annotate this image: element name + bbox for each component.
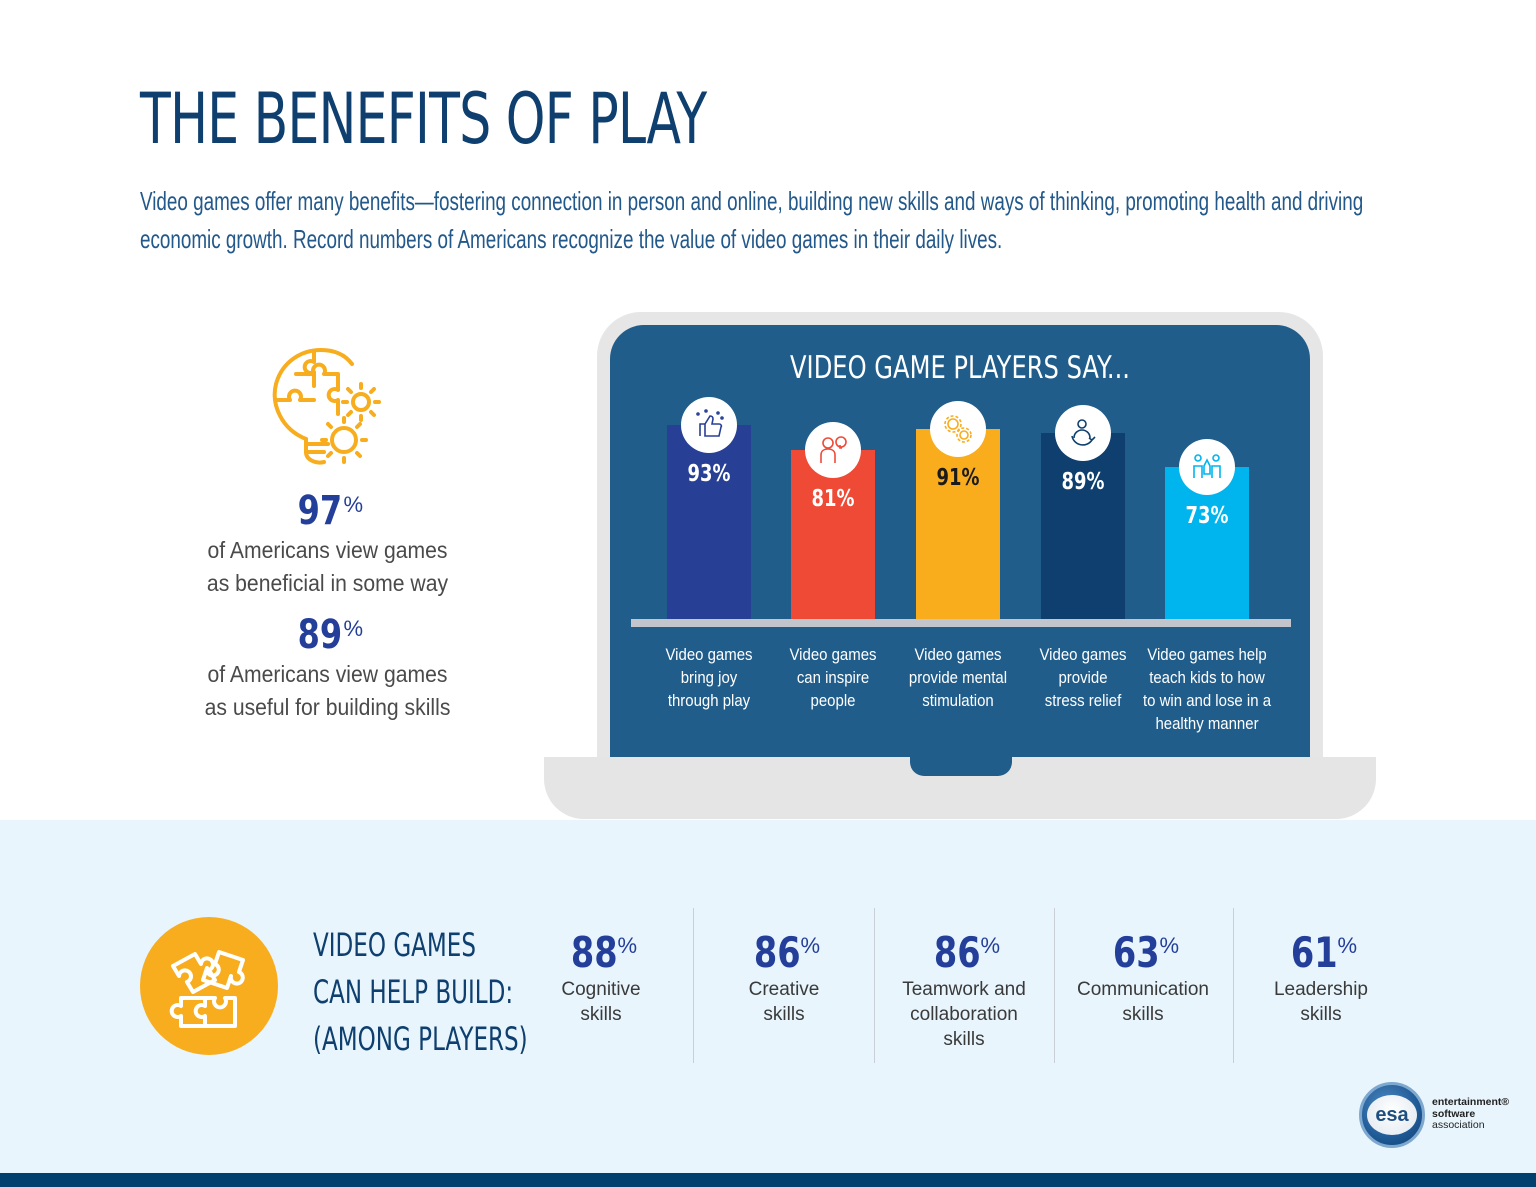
bar-stress-relief: 89%	[1041, 433, 1125, 619]
laptop-notch	[910, 757, 1012, 776]
skill-label-line: skills	[1122, 1004, 1164, 1025]
label-line: teach kids to how	[1149, 668, 1265, 687]
chart-baseline	[631, 619, 1291, 627]
bar-value: 81%	[811, 486, 855, 512]
chart-title: VIDEO GAME PLAYERS SAY...	[790, 350, 1130, 386]
skill-value: 61	[1290, 928, 1338, 977]
bar-label-stimulation: Video games provide mental stimulation	[896, 643, 1019, 712]
esa-wordmark: entertainment® software association	[1432, 1096, 1510, 1132]
skill-value: 86	[753, 928, 801, 977]
thumbs-up-icon	[681, 397, 737, 453]
skill-communication: 63% Communication skills	[1058, 928, 1228, 1027]
footer-bar	[0, 1173, 1536, 1187]
stat-desc-line2: as beneficial in some way	[206, 570, 449, 596]
skill-unit: %	[1337, 933, 1357, 958]
label-line: healthy manner	[1155, 714, 1259, 733]
skill-label-line: skills	[580, 1004, 622, 1025]
skill-label-line: skills	[943, 1029, 985, 1050]
logo-mark: esa	[1367, 1095, 1417, 1135]
page-title: THE BENEFITS OF PLAY	[140, 78, 707, 160]
stat-value: 97	[297, 488, 342, 534]
divider	[874, 908, 875, 1063]
gears-icon	[930, 401, 986, 457]
label-line: Video games	[665, 645, 753, 664]
label-line: Video games help	[1147, 645, 1267, 664]
bar-value: 91%	[936, 465, 980, 491]
stat-value: 89	[297, 612, 342, 658]
stat-desc-line1: of Americans view games	[207, 661, 448, 687]
skill-label-line: Communication	[1077, 979, 1209, 1000]
label-line: provide	[1058, 668, 1108, 687]
stat-skills: 89% of Americans view games as useful fo…	[180, 612, 475, 724]
skill-leadership: 61% Leadership skills	[1236, 928, 1406, 1027]
lightbulb-puzzle-gears-icon	[266, 344, 381, 466]
logo-line: software	[1432, 1107, 1476, 1120]
skills-heading: VIDEO GAMES CAN HELP BUILD: (AMONG PLAYE…	[313, 922, 528, 1063]
label-line: Video games	[914, 645, 1002, 664]
label-line: bring joy	[680, 668, 738, 687]
skill-value: 86	[933, 928, 981, 977]
skill-value: 88	[570, 928, 618, 977]
divider	[1054, 908, 1055, 1063]
divider	[1233, 908, 1234, 1063]
bar-stimulation: 91%	[916, 429, 1000, 619]
bar-label-win-lose: Video games help teach kids to how to wi…	[1141, 643, 1273, 735]
label-line: people	[810, 691, 856, 710]
skill-unit: %	[980, 933, 1000, 958]
puzzle-pieces-icon	[140, 917, 278, 1055]
skill-label-line: Leadership	[1273, 979, 1369, 1000]
person-idea-icon	[805, 422, 861, 478]
bar-value: 73%	[1185, 503, 1229, 529]
person-relief-icon	[1055, 405, 1111, 461]
bar-inspire: 81%	[791, 450, 875, 619]
logo-line: association	[1432, 1119, 1485, 1131]
label-line: can inspire	[796, 668, 870, 687]
skill-creative: 86% Creative skills	[699, 928, 869, 1027]
bar-value: 93%	[687, 461, 731, 487]
heading-line: VIDEO GAMES	[313, 926, 476, 964]
logo-line: entertainment®	[1432, 1096, 1510, 1108]
skill-label-line: skills	[763, 1004, 805, 1025]
page-subtitle: Video games offer many benefits—fosterin…	[140, 186, 1364, 254]
skill-unit: %	[800, 933, 820, 958]
skill-unit: %	[1159, 933, 1179, 958]
label-line: through play	[667, 691, 751, 710]
skill-label-line: skills	[1300, 1004, 1342, 1025]
stat-unit: %	[343, 492, 364, 517]
esa-logo-icon: esa	[1359, 1082, 1425, 1148]
skill-cognitive: 88% Cognitive skills	[516, 928, 686, 1027]
divider	[693, 908, 694, 1063]
stat-beneficial: 97% of Americans view games as beneficia…	[180, 488, 475, 600]
bar-value: 89%	[1061, 469, 1105, 495]
stat-desc-line1: of Americans view games	[207, 537, 448, 563]
skill-value: 63	[1112, 928, 1160, 977]
skill-label-line: Teamwork and	[902, 979, 1026, 1000]
skill-label-line: Creative	[748, 979, 820, 1000]
skill-label-line: Cognitive	[561, 979, 641, 1000]
label-line: Video games	[1039, 645, 1127, 664]
label-line: Video games	[789, 645, 877, 664]
label-line: to win and lose in a	[1142, 691, 1272, 710]
heading-line: CAN HELP BUILD:	[313, 973, 514, 1011]
bar-label-inspire: Video games can inspire people	[771, 643, 894, 712]
stat-desc-line2: as useful for building skills	[204, 694, 451, 720]
heading-line: (AMONG PLAYERS)	[313, 1020, 528, 1058]
stat-unit: %	[343, 616, 364, 641]
bar-label-joy: Video games bring joy through play	[647, 643, 770, 712]
skill-teamwork: 86% Teamwork and collaboration skills	[879, 928, 1049, 1052]
label-line: provide mental	[908, 668, 1008, 687]
family-rocket-icon	[1179, 439, 1235, 495]
bar-joy: 93%	[667, 425, 751, 619]
label-line: stimulation	[922, 691, 994, 710]
label-line: stress relief	[1044, 691, 1122, 710]
bar-label-stress-relief: Video games provide stress relief	[1021, 643, 1144, 712]
skill-label-line: collaboration	[910, 1004, 1018, 1025]
skill-unit: %	[617, 933, 637, 958]
